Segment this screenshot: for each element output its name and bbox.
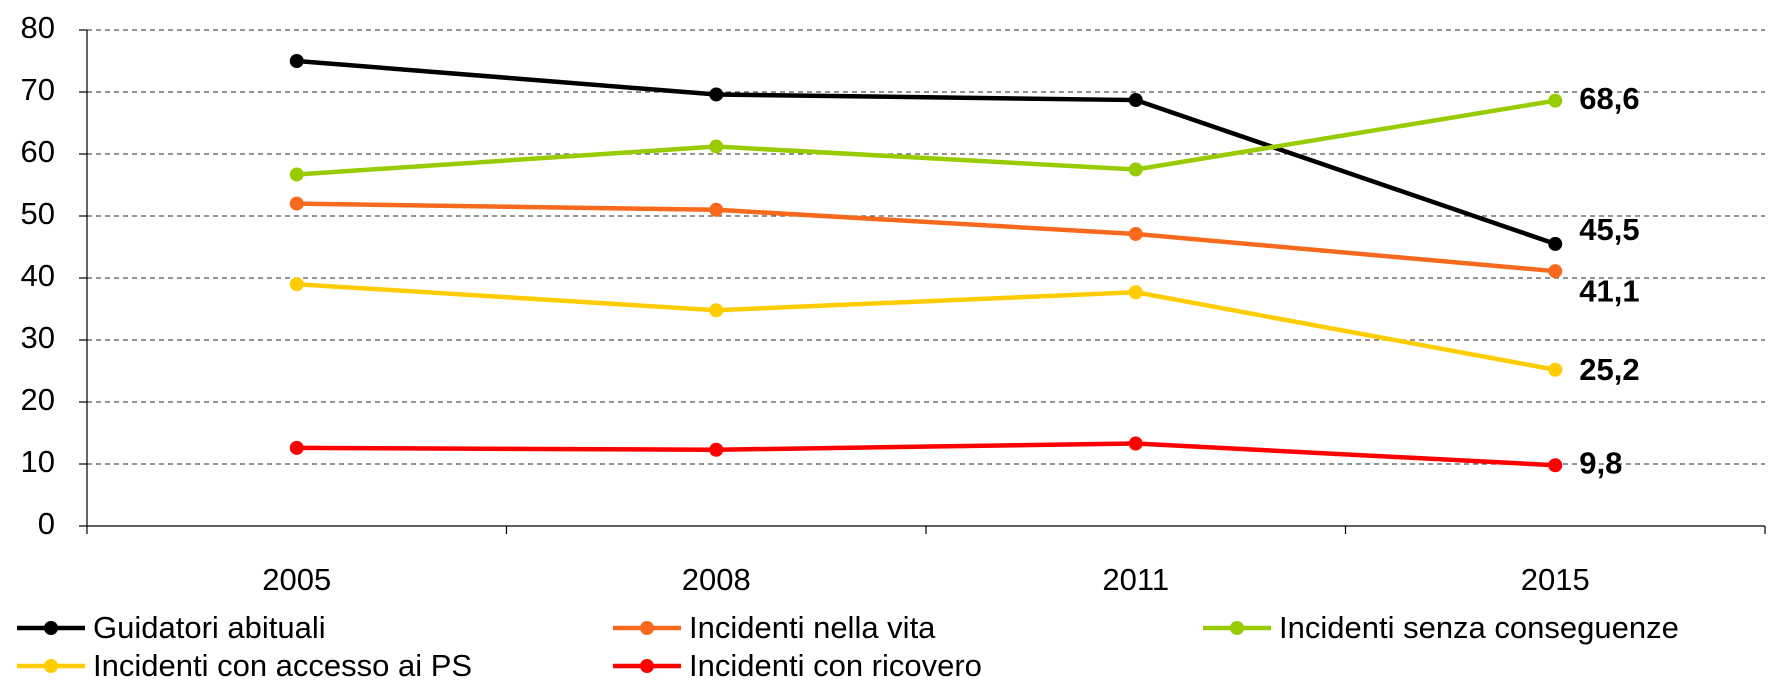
legend-marker bbox=[640, 659, 654, 673]
x-tick-label: 2008 bbox=[682, 562, 751, 597]
series-line bbox=[296, 201, 1556, 274]
y-tick-label: 0 bbox=[38, 506, 55, 541]
point bbox=[1548, 458, 1563, 473]
point bbox=[289, 196, 304, 211]
point bbox=[1128, 226, 1143, 241]
series-line bbox=[296, 98, 1556, 177]
legend-label: Guidatori abituali bbox=[93, 610, 326, 645]
point bbox=[1128, 285, 1143, 300]
point bbox=[1128, 162, 1143, 177]
legend-label: Incidenti con ricovero bbox=[689, 648, 982, 683]
legend-marker bbox=[44, 621, 58, 635]
point bbox=[1128, 93, 1143, 108]
y-tick-label: 40 bbox=[21, 258, 55, 293]
x-tick-label: 2015 bbox=[1521, 562, 1590, 597]
value-label: 25,2 bbox=[1579, 352, 1639, 387]
legend-marker bbox=[1230, 621, 1244, 635]
point bbox=[1548, 362, 1563, 377]
legend-marker bbox=[44, 659, 58, 673]
value-label: 41,1 bbox=[1579, 273, 1639, 308]
x-tick-label: 2005 bbox=[262, 562, 331, 597]
legend-label: Incidenti senza conseguenze bbox=[1279, 610, 1679, 645]
point bbox=[709, 442, 724, 457]
series-line bbox=[296, 441, 1556, 468]
value-label: 45,5 bbox=[1579, 212, 1639, 247]
y-tick-label: 50 bbox=[21, 196, 55, 231]
value-label: 68,6 bbox=[1579, 81, 1639, 116]
y-tick-label: 70 bbox=[21, 72, 55, 107]
value-label: 9,8 bbox=[1579, 445, 1622, 480]
y-tick-label: 80 bbox=[21, 10, 55, 45]
point bbox=[289, 440, 304, 455]
y-tick-label: 60 bbox=[21, 134, 55, 169]
point bbox=[1128, 436, 1143, 451]
series-line bbox=[296, 281, 1556, 372]
point bbox=[1548, 236, 1563, 251]
point bbox=[709, 303, 724, 318]
point bbox=[289, 54, 304, 68]
point bbox=[1548, 264, 1563, 279]
point bbox=[289, 167, 304, 182]
point bbox=[709, 202, 724, 217]
y-tick-label: 10 bbox=[21, 444, 55, 479]
point bbox=[709, 87, 724, 102]
legend-label: Incidenti nella vita bbox=[689, 610, 936, 645]
point bbox=[289, 277, 304, 292]
legend-label: Incidenti con accesso ai PS bbox=[93, 648, 472, 683]
legend-marker bbox=[640, 621, 654, 635]
x-tick-label: 2011 bbox=[1102, 562, 1169, 597]
point bbox=[709, 139, 724, 154]
y-tick-label: 30 bbox=[21, 320, 55, 355]
series-line bbox=[296, 58, 1556, 247]
y-tick-label: 20 bbox=[21, 382, 55, 417]
point bbox=[1548, 93, 1563, 108]
